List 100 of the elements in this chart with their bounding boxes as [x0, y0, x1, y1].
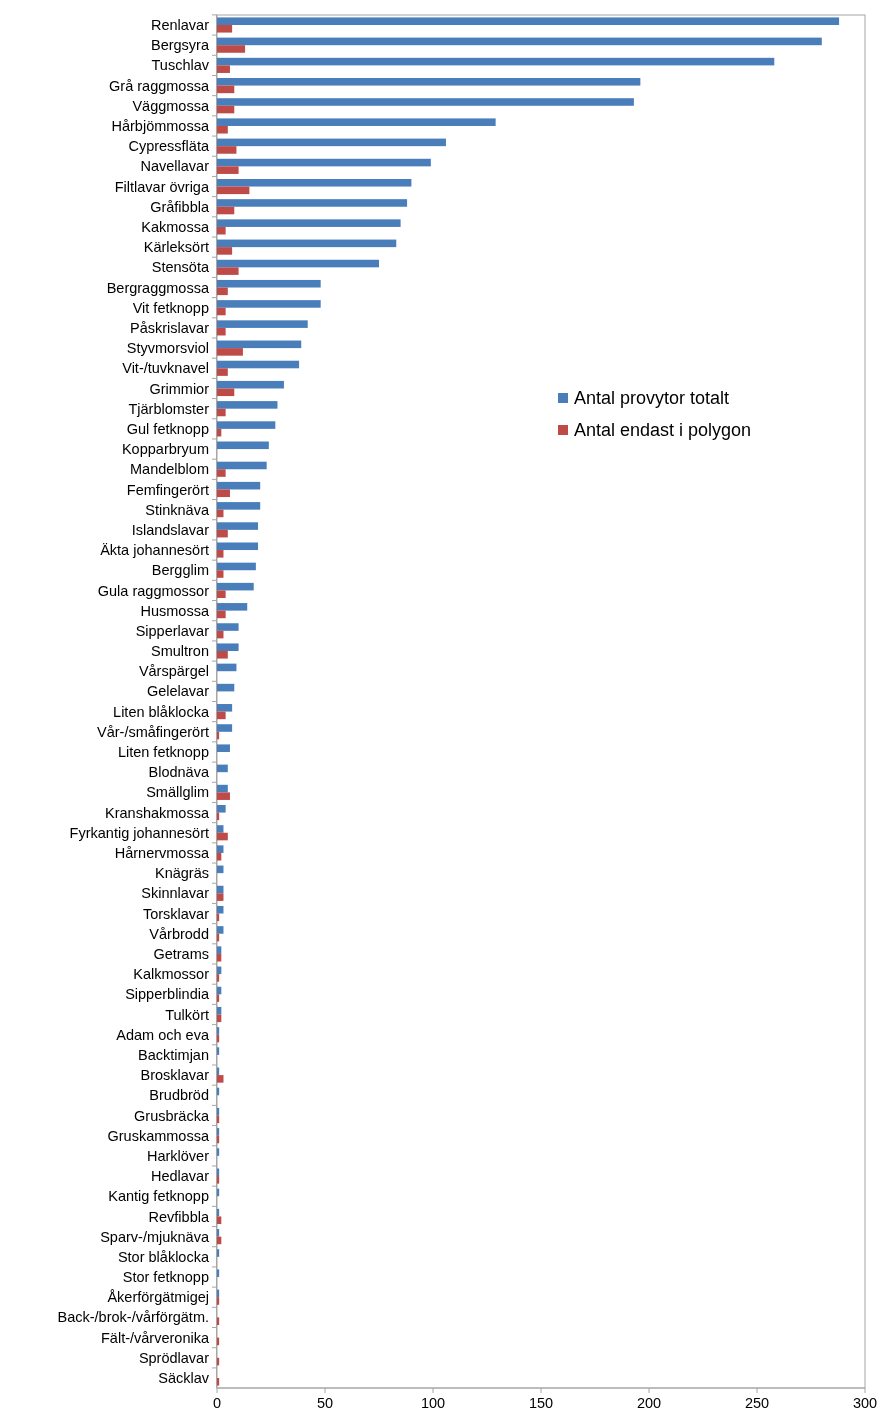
bar — [217, 570, 224, 578]
y-tick-label: Skinnlavar — [141, 885, 210, 902]
y-tick-label: Brosklavar — [140, 1067, 210, 1084]
y-tick-label: Stor blåklocka — [117, 1248, 210, 1265]
bar — [217, 582, 254, 591]
bar — [217, 711, 226, 720]
bar — [217, 158, 431, 167]
y-tick-label: Filtlavar övriga — [114, 178, 210, 195]
bar — [217, 603, 248, 611]
bar — [217, 300, 321, 308]
y-tick-label: Smultron — [150, 643, 209, 660]
y-tick-label: Gula raggmossor — [97, 582, 210, 599]
y-tick-label: Husmossa — [140, 602, 210, 619]
y-tick-label: Gul fetknopp — [126, 420, 209, 437]
bar — [217, 643, 239, 652]
y-tick-label: Påskrislavar — [130, 319, 210, 336]
bar — [217, 25, 233, 33]
bar — [217, 489, 230, 498]
bar — [217, 239, 397, 248]
y-tick-label: Vit-/tuvknavel — [122, 360, 209, 377]
y-tick-label: Femfingerört — [126, 481, 209, 498]
y-tick-label: Sipperlavar — [135, 622, 210, 639]
bar — [217, 926, 224, 934]
bar — [217, 1249, 220, 1257]
bar — [217, 469, 226, 477]
bar — [217, 166, 239, 174]
y-tick-label: Fält-/vårveronika — [101, 1329, 210, 1346]
bar — [217, 724, 233, 732]
y-tick-label: Grå raggmossa — [109, 77, 210, 94]
y-tick-label: Liten fetknopp — [117, 744, 209, 761]
y-tick-label: Bergglim — [151, 562, 209, 579]
x-tick-label: 50 — [316, 1395, 334, 1411]
y-tick-label: Stensöta — [151, 259, 210, 276]
y-tick-label: Vit fetknopp — [132, 299, 209, 316]
y-tick-label: Mandelblom — [130, 461, 209, 478]
x-tick-label: 300 — [852, 1395, 878, 1411]
bar — [217, 825, 224, 833]
bar — [217, 994, 220, 1002]
bar — [217, 905, 224, 914]
y-tick-label: Vårbrodd — [149, 925, 209, 942]
y-tick-label: Gruskammossa — [107, 1127, 210, 1144]
y-tick-label: Kantig fetknopp — [108, 1188, 209, 1205]
bar — [217, 1378, 220, 1386]
bar — [217, 408, 226, 417]
bar — [217, 542, 259, 551]
bar — [217, 550, 224, 558]
y-tick-label: Kopparbryum — [121, 441, 209, 458]
y-tick-label: Adam och eva — [116, 1026, 210, 1043]
x-tick-label: 200 — [636, 1395, 662, 1411]
y-tick-label: Hårnervmossa — [114, 845, 210, 862]
bar — [217, 307, 226, 316]
y-tick-label: Islandslavar — [131, 521, 210, 538]
y-tick-label: Hårbjömmossa — [111, 118, 210, 135]
bar — [217, 125, 228, 134]
y-tick-label: Bergraggmossa — [106, 279, 210, 296]
y-tick-label: Gelelavar — [146, 683, 210, 700]
bar — [217, 704, 233, 712]
bar — [217, 562, 256, 571]
bar — [217, 45, 246, 53]
bar — [217, 17, 840, 25]
bar — [217, 1168, 220, 1177]
bar — [217, 792, 230, 800]
bar — [217, 1075, 224, 1083]
x-tick-label: 100 — [420, 1395, 446, 1411]
y-tick-label: Brudbröd — [149, 1087, 209, 1104]
bar — [217, 481, 261, 490]
legend-label: Antal provytor totalt — [574, 388, 730, 409]
bar — [217, 1176, 220, 1184]
bar — [217, 287, 228, 296]
y-tick-label: Väggmossa — [132, 97, 210, 114]
y-tick-label: Styvmorsviol — [126, 340, 209, 357]
y-tick-label: Vår-/småfingerört — [96, 723, 209, 740]
bar — [217, 1006, 222, 1015]
y-tick-label: Kärleksört — [143, 239, 209, 256]
x-tick-label: 150 — [528, 1395, 554, 1411]
x-tick-label: 0 — [212, 1395, 222, 1411]
y-tick-label: Torsklavar — [142, 905, 210, 922]
y-tick-label: Cypressfläta — [128, 138, 210, 155]
bar — [217, 401, 278, 409]
bar — [217, 368, 228, 376]
bar — [217, 105, 235, 114]
bar — [217, 360, 300, 369]
y-tick-label: Grimmior — [149, 380, 210, 397]
y-tick-label: Harklöver — [146, 1147, 210, 1164]
bar — [217, 226, 226, 235]
bar — [217, 1148, 220, 1156]
bar — [217, 974, 220, 982]
bar — [217, 206, 235, 215]
bar — [217, 57, 775, 66]
y-tick-label: Tulkört — [165, 1006, 209, 1023]
bar — [217, 529, 228, 538]
bar — [217, 85, 235, 94]
bar — [217, 247, 233, 255]
bar — [217, 1216, 222, 1225]
bar — [217, 320, 308, 328]
bar — [217, 893, 224, 901]
bar — [217, 421, 276, 429]
bar — [217, 380, 284, 389]
bar — [217, 65, 230, 73]
bar — [217, 267, 239, 275]
